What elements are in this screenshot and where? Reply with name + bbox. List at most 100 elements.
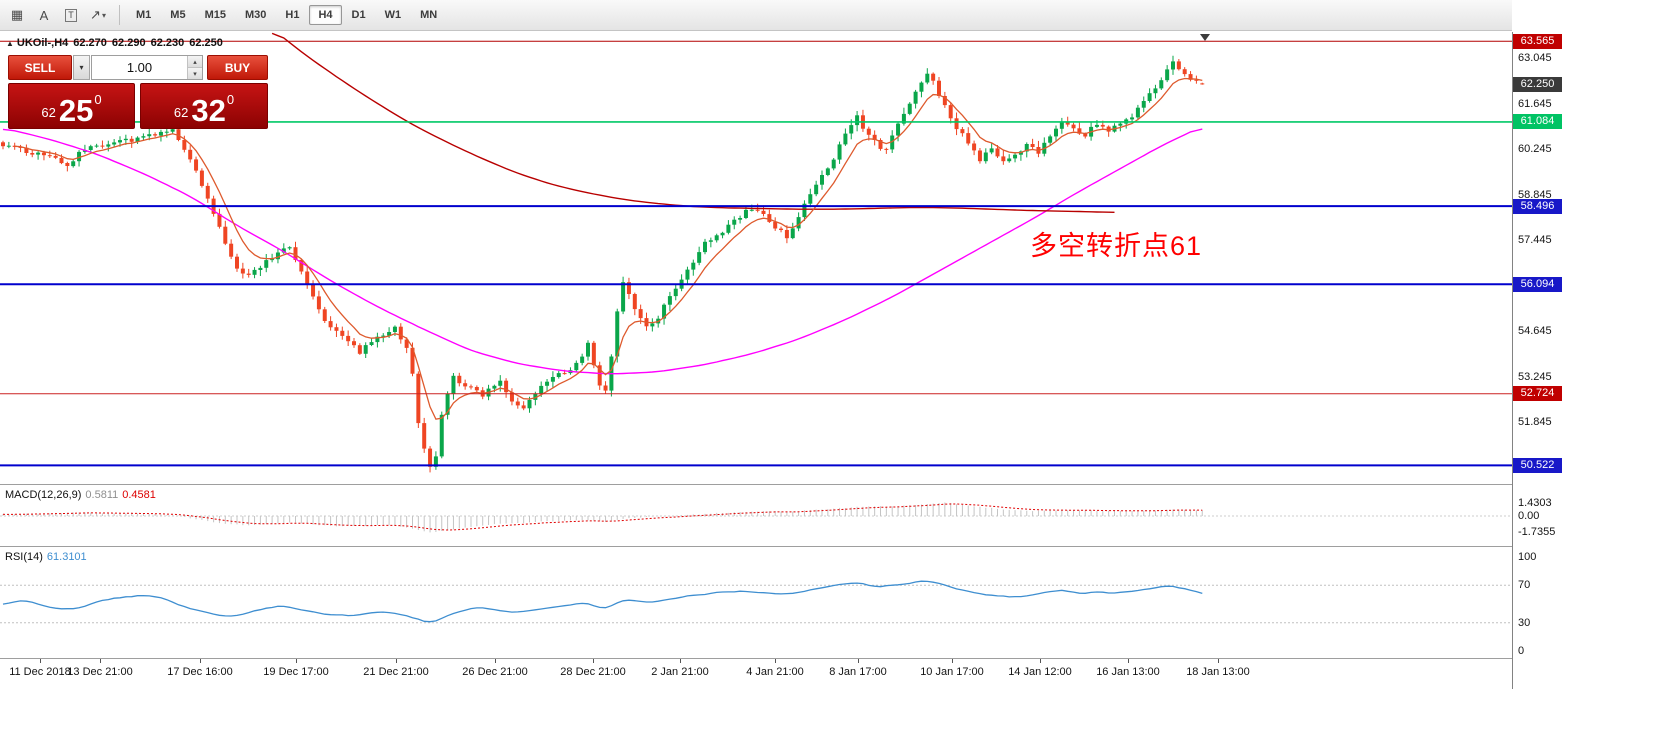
timeframe-buttons: M1 M5 M15 M30 H1 H4 D1 W1 MN bbox=[127, 5, 447, 25]
time-tick bbox=[100, 659, 101, 663]
line-studies-icon[interactable]: ↗ ▾ bbox=[85, 4, 111, 26]
volume-input[interactable]: 1.00 ▴ ▾ bbox=[91, 55, 203, 80]
ask-prefix: 62 bbox=[173, 105, 189, 120]
price-tick: 60.245 bbox=[1518, 143, 1552, 156]
volume-increase-button[interactable]: ▴ bbox=[188, 56, 202, 68]
panel-separator-rsi[interactable] bbox=[0, 546, 1676, 547]
bid-main: 25 bbox=[58, 92, 94, 128]
rsi-scale-tick: 100 bbox=[1518, 551, 1537, 563]
time-label: 2 Jan 21:00 bbox=[651, 666, 709, 678]
text-label-icon-glyph: A bbox=[39, 7, 49, 23]
timeframe-w1[interactable]: W1 bbox=[384, 9, 402, 21]
time-tick bbox=[296, 659, 297, 663]
line-studies-icon-glyph: ↗ bbox=[90, 7, 101, 22]
time-tick bbox=[775, 659, 776, 663]
timeframe-d1[interactable]: D1 bbox=[351, 9, 366, 21]
rsi-value: 61.3101 bbox=[46, 551, 87, 563]
bid-price-box[interactable]: 62 25 0 bbox=[8, 83, 135, 129]
timeframe-m15[interactable]: M15 bbox=[204, 9, 226, 21]
ohlc-close: 62.250 bbox=[189, 37, 223, 49]
time-label: 16 Jan 13:00 bbox=[1096, 666, 1160, 678]
toolbar-icons: ▦ A T ↗ ▾ bbox=[4, 4, 112, 26]
ohlc-low: 62.230 bbox=[150, 37, 185, 49]
volume-steppers: ▴ ▾ bbox=[187, 56, 202, 79]
chart-symbol-period: UKOil-,H4 bbox=[16, 37, 69, 49]
rsi-scale-tick: 0 bbox=[1518, 645, 1525, 657]
time-label: 11 Dec 2018 bbox=[9, 666, 71, 678]
timeframe-m30[interactable]: M30 bbox=[244, 9, 267, 21]
time-label: 8 Jan 17:00 bbox=[829, 666, 887, 678]
time-label: 14 Jan 12:00 bbox=[1008, 666, 1072, 678]
time-label: 4 Jan 21:00 bbox=[746, 666, 804, 678]
time-tick bbox=[396, 659, 397, 663]
timeframe-m5[interactable]: M5 bbox=[170, 9, 186, 21]
time-label: 18 Jan 13:00 bbox=[1186, 666, 1250, 678]
price-marker-box: 62.250 bbox=[1513, 76, 1562, 92]
price-tick: 51.845 bbox=[1518, 416, 1552, 429]
toolbar: ▦ A T ↗ ▾ M1 M5 M15 M30 H1 H4 D1 W1 MN bbox=[0, 0, 1676, 31]
time-tick bbox=[1128, 659, 1129, 663]
grid-icon[interactable]: ▦ bbox=[4, 4, 30, 26]
chart-annotation-text: 多空转折点61 bbox=[1030, 231, 1203, 261]
time-label: 13 Dec 21:00 bbox=[67, 666, 133, 678]
rsi-chart-canvas[interactable] bbox=[0, 547, 1512, 658]
time-tick bbox=[1040, 659, 1041, 663]
panel-separator-macd[interactable] bbox=[0, 484, 1676, 485]
time-tick bbox=[593, 659, 594, 663]
timeframe-h1[interactable]: H1 bbox=[285, 9, 300, 21]
price-marker-box: 52.724 bbox=[1513, 386, 1562, 402]
text-label-icon[interactable]: A bbox=[31, 4, 57, 26]
rsi-indicator-label: RSI(14) 61.3101 bbox=[5, 551, 91, 563]
volume-dropdown-button[interactable]: ▾ bbox=[73, 55, 90, 80]
timeframe-mn[interactable]: MN bbox=[420, 9, 438, 21]
price-tick: 54.645 bbox=[1518, 325, 1552, 338]
ask-price-box[interactable]: 62 32 0 bbox=[140, 83, 268, 129]
volume-decrease-button[interactable]: ▾ bbox=[188, 68, 202, 79]
macd-scale-tick: 1.4303 bbox=[1518, 496, 1552, 509]
scale-border bbox=[1512, 32, 1513, 689]
timeframe-m1[interactable]: M1 bbox=[136, 9, 152, 21]
time-axis[interactable]: 11 Dec 2018 13 Dec 21:00 17 Dec 16:00 19 De… bbox=[0, 658, 1676, 692]
chart-ohlc-header: ▲ UKOil-,H4 62.270 62.290 62.230 62.250 bbox=[6, 37, 228, 49]
textbox-icon-glyph: T bbox=[65, 8, 77, 22]
time-label: 17 Dec 16:00 bbox=[167, 666, 233, 678]
chart-marker-icon: ▲ bbox=[6, 39, 14, 48]
textbox-icon[interactable]: T bbox=[58, 4, 84, 26]
one-click-trading-panel: SELL ▾ 1.00 ▴ ▾ BUY 62 25 0 62 32 0 bbox=[8, 55, 268, 129]
price-tick: 53.245 bbox=[1518, 370, 1552, 383]
time-tick bbox=[858, 659, 859, 663]
time-label: 28 Dec 21:00 bbox=[560, 666, 626, 678]
buy-button[interactable]: BUY bbox=[207, 55, 268, 80]
ohlc-open: 62.270 bbox=[73, 37, 107, 49]
sell-button[interactable]: SELL bbox=[8, 55, 72, 80]
bid-sup: 0 bbox=[94, 92, 102, 107]
price-marker-box: 50.522 bbox=[1513, 457, 1562, 473]
price-scale[interactable]: 63.045 61.645 60.245 58.845 57.445 54.645 53.2… bbox=[1512, 0, 1676, 735]
price-marker-box: 56.094 bbox=[1513, 276, 1562, 292]
macd-chart-canvas[interactable] bbox=[0, 485, 1512, 546]
time-tick bbox=[200, 659, 201, 663]
volume-value: 1.00 bbox=[126, 60, 153, 75]
macd-scale-tick: -1.7355 bbox=[1518, 526, 1556, 539]
panel-separator-timeaxis bbox=[0, 658, 1676, 659]
macd-indicator-label: MACD(12,26,9) 0.5811 0.4581 bbox=[5, 489, 160, 501]
price-tick: 58.845 bbox=[1518, 188, 1552, 201]
macd-scale-tick: 0.00 bbox=[1518, 510, 1540, 522]
caret-down-icon: ▾ bbox=[79, 63, 84, 72]
time-tick bbox=[495, 659, 496, 663]
price-marker-box: 61.084 bbox=[1513, 114, 1562, 130]
time-label: 21 Dec 21:00 bbox=[363, 666, 429, 678]
grid-icon-glyph: ▦ bbox=[10, 7, 24, 22]
time-tick bbox=[952, 659, 953, 663]
price-marker-box: 63.565 bbox=[1513, 33, 1562, 49]
ask-sup: 0 bbox=[226, 92, 235, 107]
price-marker-box: 58.496 bbox=[1513, 198, 1562, 214]
ask-main: 32 bbox=[191, 92, 226, 128]
price-tick: 57.445 bbox=[1518, 234, 1552, 247]
time-label: 19 Dec 17:00 bbox=[263, 666, 329, 678]
price-chart-canvas[interactable] bbox=[0, 32, 1512, 484]
time-tick bbox=[40, 659, 41, 663]
time-tick bbox=[1218, 659, 1219, 663]
timeframe-h4[interactable]: H4 bbox=[309, 5, 342, 25]
